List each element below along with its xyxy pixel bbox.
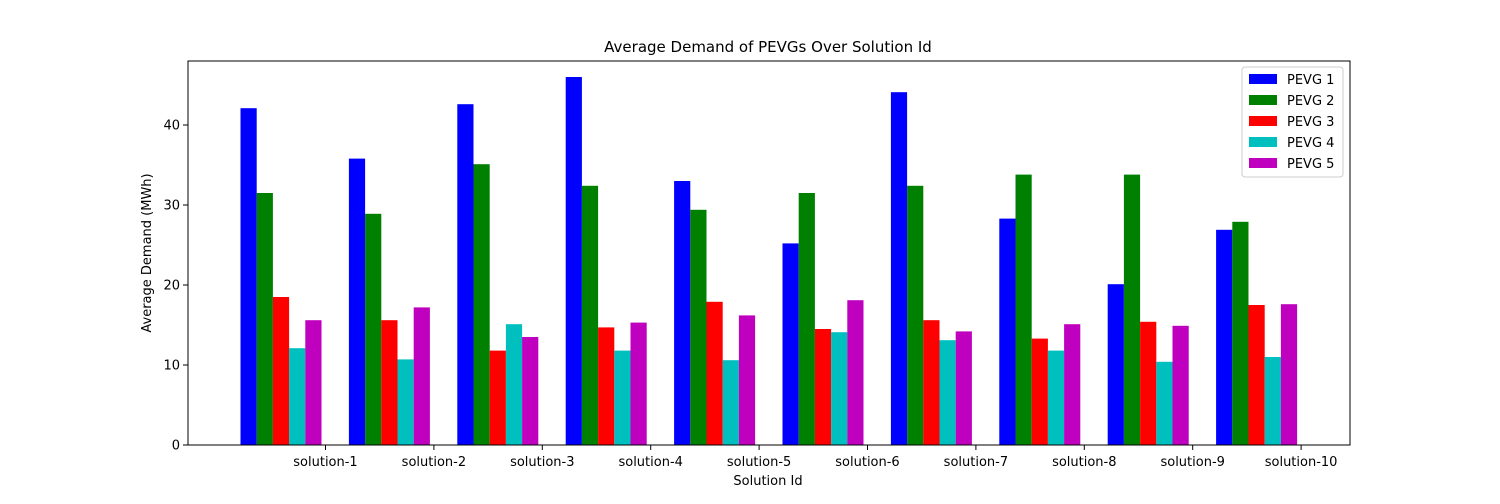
bar-5-9 <box>1172 325 1189 445</box>
bar-5-4 <box>630 322 647 445</box>
x-axis: solution-1 solution-2 solution-3 solution-4… <box>293 445 1337 470</box>
bars-group <box>240 77 1298 446</box>
x-tick-label: solution-3 <box>510 455 574 470</box>
bar-4-3 <box>505 324 523 445</box>
bar-5-6 <box>847 300 864 445</box>
bar-3-9 <box>1140 321 1157 445</box>
bar-4-5 <box>722 360 739 445</box>
bar-5-5 <box>738 315 756 445</box>
chart-title: Average Demand of PEVGs Over Solution Id <box>604 38 932 56</box>
x-tick-label: solution-4 <box>618 455 682 470</box>
y-tick-label: 0 <box>172 439 180 454</box>
legend-swatch <box>1249 95 1277 105</box>
bar-4-9 <box>1156 361 1173 445</box>
bar-4-10 <box>1264 357 1281 445</box>
bar-3-5 <box>706 301 723 445</box>
legend-swatch <box>1249 74 1277 84</box>
bar-5-7 <box>955 331 972 445</box>
x-axis-label: Solution Id <box>733 474 802 489</box>
legend-label: PEVG 3 <box>1287 115 1334 130</box>
x-tick-label: solution-7 <box>944 455 1008 470</box>
bar-1-10 <box>1216 229 1233 445</box>
bar-1-9 <box>1107 284 1124 445</box>
bar-4-8 <box>1047 350 1065 445</box>
y-tick-label: 20 <box>163 279 180 294</box>
bar-2-9 <box>1123 174 1141 445</box>
legend-box <box>1241 66 1344 178</box>
bar-4-1 <box>289 348 306 445</box>
bar-1-1 <box>240 108 257 445</box>
bar-4-7 <box>939 340 956 445</box>
x-tick-label: solution-2 <box>402 455 466 470</box>
bar-5-1 <box>305 320 322 445</box>
y-axis-label: Average Demand (MWh) <box>140 173 155 332</box>
legend: PEVG 1 PEVG 2 PEVG 3 PEVG 4 PEVG 5 <box>1241 66 1344 178</box>
bar-2-5 <box>690 209 707 445</box>
legend-swatch <box>1249 137 1277 147</box>
bar-1-5 <box>674 181 691 445</box>
legend-swatch <box>1249 158 1277 168</box>
bar-4-6 <box>831 332 848 445</box>
x-tick-label: solution-5 <box>727 455 791 470</box>
bar-5-3 <box>522 337 539 445</box>
bar-2-4 <box>581 185 599 446</box>
x-tick-label: solution-9 <box>1160 455 1224 470</box>
bar-1-6 <box>782 243 799 445</box>
bar-1-3 <box>457 104 474 445</box>
bar-3-10 <box>1248 305 1265 445</box>
bar-5-8 <box>1064 324 1081 445</box>
legend-label: PEVG 1 <box>1287 73 1334 88</box>
bar-1-2 <box>348 158 366 445</box>
bar-1-8 <box>999 218 1016 445</box>
bar-2-10 <box>1232 221 1249 445</box>
bar-5-10 <box>1280 304 1298 445</box>
bar-3-3 <box>489 350 506 445</box>
x-tick-label: solution-6 <box>835 455 899 470</box>
bar-2-8 <box>1015 174 1032 445</box>
bar-3-6 <box>814 329 832 445</box>
bar-3-8 <box>1031 338 1048 445</box>
bar-3-4 <box>598 327 615 445</box>
y-tick-label: 30 <box>163 199 180 214</box>
bar-2-3 <box>473 164 490 445</box>
legend-label: PEVG 2 <box>1287 94 1334 109</box>
bar-2-1 <box>256 193 273 445</box>
y-tick-label: 40 <box>163 119 180 134</box>
x-tick-label: solution-8 <box>1052 455 1116 470</box>
bar-1-4 <box>565 77 582 445</box>
bar-3-7 <box>923 320 940 445</box>
y-axis: 0 10 20 30 40 <box>163 119 188 454</box>
bar-4-4 <box>614 350 631 445</box>
y-tick-label: 10 <box>163 359 180 374</box>
bar-1-7 <box>890 92 908 445</box>
bar-2-7 <box>907 185 924 446</box>
bar-4-2 <box>397 359 414 445</box>
x-tick-label: solution-10 <box>1265 455 1338 470</box>
plot-frame <box>187 60 1351 446</box>
bar-2-6 <box>798 193 815 445</box>
legend-label: PEVG 4 <box>1287 136 1334 151</box>
bar-5-2 <box>413 307 430 445</box>
x-tick-label: solution-1 <box>293 455 357 470</box>
legend-label: PEVG 5 <box>1287 157 1334 172</box>
legend-swatch <box>1249 116 1277 126</box>
bar-2-2 <box>365 213 382 445</box>
bar-3-2 <box>381 320 398 445</box>
bar-3-1 <box>272 297 290 445</box>
